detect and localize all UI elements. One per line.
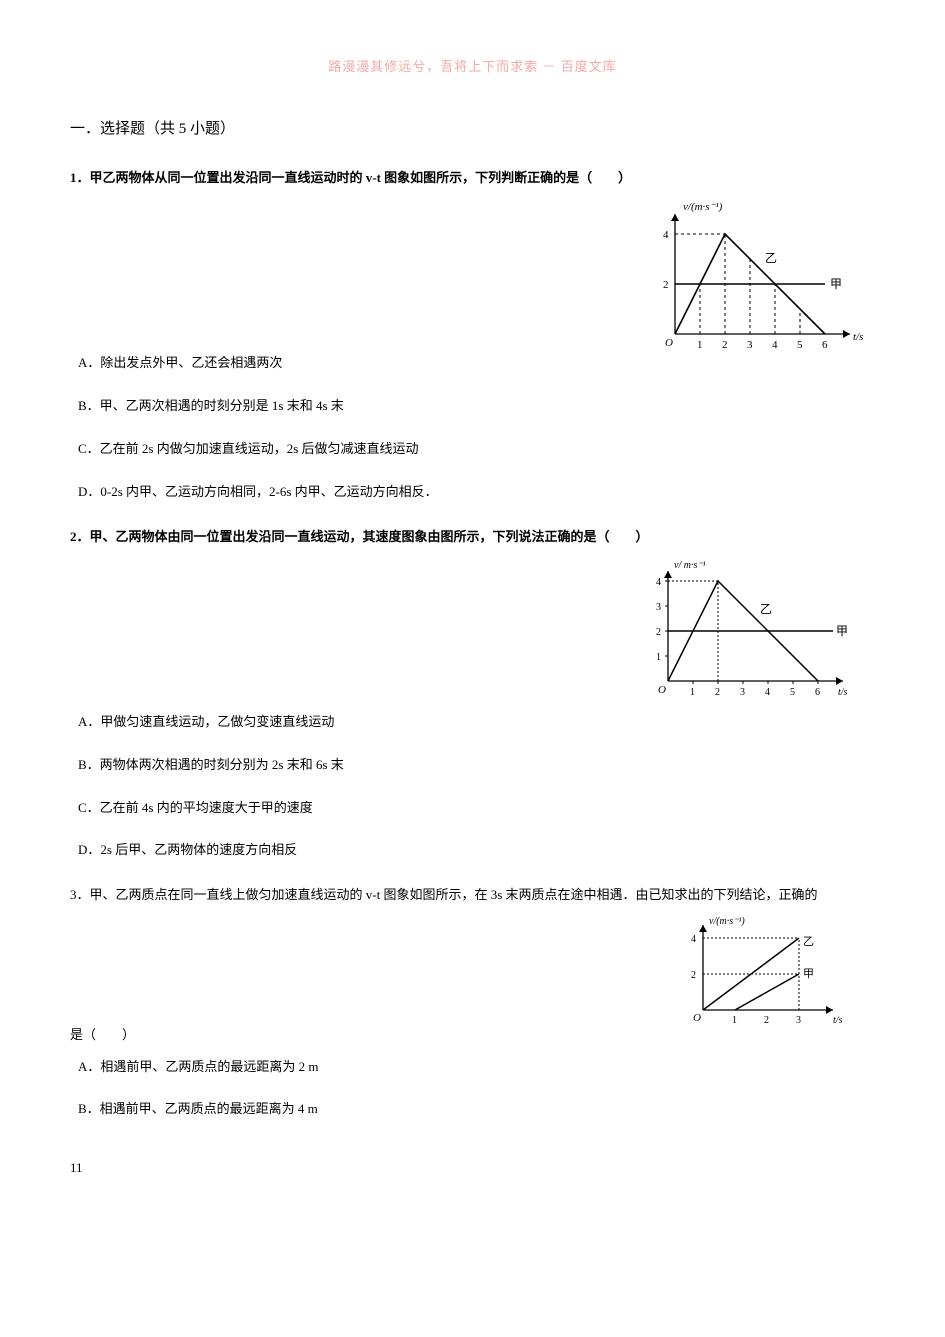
svg-text:2: 2 [691,970,696,981]
svg-text:1: 1 [732,1015,737,1026]
q2-opt-b: B．两物体两次相遇的时刻分别为 2s 末和 6s 末 [78,755,875,776]
svg-text:v/(m·s⁻¹): v/(m·s⁻¹) [709,916,745,927]
svg-text:2: 2 [663,279,669,291]
svg-text:4: 4 [772,339,778,351]
svg-text:4: 4 [663,229,669,241]
q2-opt-a: A．甲做匀速直线运动，乙做匀变速直线运动 [78,712,875,733]
q1-opt-d: D．0-2s 内甲、乙运动方向相同，2-6s 内甲、乙运动方向相反． [78,482,875,503]
q2-opt-d: D．2s 后甲、乙两物体的速度方向相反 [78,840,875,861]
svg-text:3: 3 [747,339,753,351]
svg-text:5: 5 [797,339,803,351]
question-2: 2．甲、乙两物体由同一位置出发沿同一直线运动，其速度图象由图所示，下列说法正确的… [70,525,875,862]
q2-label-yi: 乙 [760,602,772,616]
svg-text:O: O [693,1012,701,1024]
q3-stem-a: 3．甲、乙两质点在同一直线上做匀加速直线运动的 v-t 图象如图所示，在 3s … [70,883,875,906]
q1-figure: 甲 乙 2 4 1 2 3 4 5 6 O v/(m·s⁻¹) t/s [645,194,865,364]
svg-text:2: 2 [722,339,728,351]
svg-text:2: 2 [715,687,720,698]
svg-text:O: O [658,684,666,696]
svg-text:3: 3 [740,687,745,698]
section-title: 一．选择题（共 5 小题） [70,117,875,138]
q3-opt-b: B．相遇前甲、乙两质点的最远距离为 4 m [78,1099,875,1120]
q3-label-yi: 乙 [803,935,814,948]
svg-text:6: 6 [815,687,820,698]
q1-label-yi: 乙 [765,251,777,265]
svg-text:1: 1 [690,687,695,698]
q1-label-jia: 甲 [830,277,842,291]
page-number: 11 [70,1160,875,1176]
svg-text:v/(m·s⁻¹): v/(m·s⁻¹) [683,201,723,213]
q2-figure: 甲 乙 1 2 3 4 1 2 3 4 5 6 O v/ m·s⁻¹ t/s [640,553,865,708]
svg-text:4: 4 [765,687,770,698]
svg-text:1: 1 [656,652,661,663]
q3-figure: 乙 甲 2 4 1 2 3 O v/(m·s⁻¹) t/s [675,911,865,1031]
q1-opt-c: C．乙在前 2s 内做匀加速直线运动，2s 后做匀减速直线运动 [78,439,875,460]
svg-text:1: 1 [697,339,703,351]
question-3: 3．甲、乙两质点在同一直线上做匀加速直线运动的 v-t 图象如图所示，在 3s … [70,883,875,1120]
svg-text:5: 5 [790,687,795,698]
svg-text:t/s: t/s [853,331,863,343]
q1-stem: 1．甲乙两物体从同一位置出发沿同一直线运动时的 v-t 图象如图所示，下列判断正… [70,166,875,189]
svg-text:2: 2 [764,1015,769,1026]
q2-opt-c: C．乙在前 4s 内的平均速度大于甲的速度 [78,798,875,819]
svg-text:3: 3 [656,602,661,613]
svg-text:2: 2 [656,627,661,638]
svg-text:4: 4 [691,934,696,945]
q3-label-jia: 甲 [803,968,814,980]
q2-label-jia: 甲 [836,624,848,638]
svg-text:t/s: t/s [833,1015,843,1026]
svg-text:6: 6 [822,339,828,351]
svg-text:O: O [665,337,673,349]
svg-text:v/ m·s⁻¹: v/ m·s⁻¹ [674,560,706,571]
q2-stem: 2．甲、乙两物体由同一位置出发沿同一直线运动，其速度图象由图所示，下列说法正确的… [70,525,875,548]
svg-text:t/s: t/s [838,687,848,698]
svg-text:4: 4 [656,577,661,588]
svg-text:3: 3 [796,1015,801,1026]
question-1: 1．甲乙两物体从同一位置出发沿同一直线运动时的 v-t 图象如图所示，下列判断正… [70,166,875,503]
q3-opt-a: A．相遇前甲、乙两质点的最远距离为 2 m [78,1057,875,1078]
q1-opt-b: B．甲、乙两次相遇的时刻分别是 1s 末和 4s 末 [78,396,875,417]
header-watermark: 路漫漫其修远兮，吾将上下而求索 － 百度文库 [70,56,875,75]
